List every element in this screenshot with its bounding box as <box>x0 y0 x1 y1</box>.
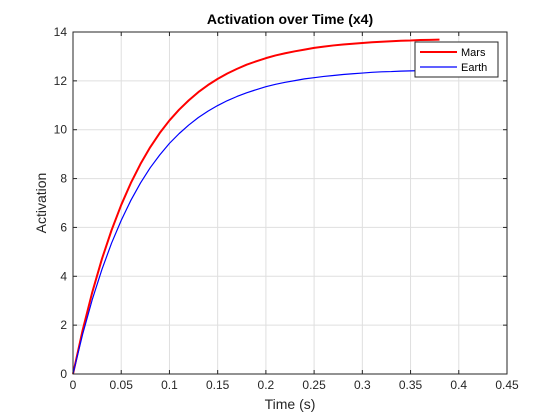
legend: Mars Earth <box>414 41 499 78</box>
y-tick-label: 10 <box>54 123 68 137</box>
plot-area <box>73 32 507 374</box>
x-tick-label: 0.45 <box>495 378 519 392</box>
x-tick-label: 0.1 <box>161 378 178 392</box>
y-tick-label: 2 <box>60 318 67 332</box>
x-tick-label: 0.3 <box>354 378 371 392</box>
series-line-earth <box>72 69 440 375</box>
legend-box <box>414 41 499 78</box>
series-line-mars <box>72 38 440 375</box>
x-tick-label: 0.2 <box>258 378 275 392</box>
y-tick-label: 6 <box>60 220 67 234</box>
series-layer <box>72 38 440 375</box>
axes-box <box>72 31 508 375</box>
x-tick-label: 0.25 <box>302 378 326 392</box>
x-tick-label: 0.15 <box>206 378 230 392</box>
x-tick-label: 0 <box>70 378 77 392</box>
x-tick-label: 0.05 <box>110 378 134 392</box>
y-tick-label: 14 <box>54 25 68 39</box>
legend-label-mars: Mars <box>461 47 486 59</box>
ticks: 0 0.05 0.1 0.15 0.2 0.25 0.3 0.35 0.4 0.45 0 2 4 6 8 10… <box>54 25 519 392</box>
y-axis-label: Activation <box>33 173 49 234</box>
y-tick-label: 4 <box>60 269 67 283</box>
x-tick-label: 0.35 <box>399 378 423 392</box>
x-tick-label: 0.4 <box>450 378 467 392</box>
y-tick-label: 0 <box>60 367 67 381</box>
x-axis-label: Time (s) <box>265 396 316 412</box>
legend-label-earth: Earth <box>461 62 487 74</box>
y-tick-label: 12 <box>54 74 68 88</box>
chart-title: Activation over Time (x4) <box>207 11 373 27</box>
y-tick-label: 8 <box>60 172 67 186</box>
